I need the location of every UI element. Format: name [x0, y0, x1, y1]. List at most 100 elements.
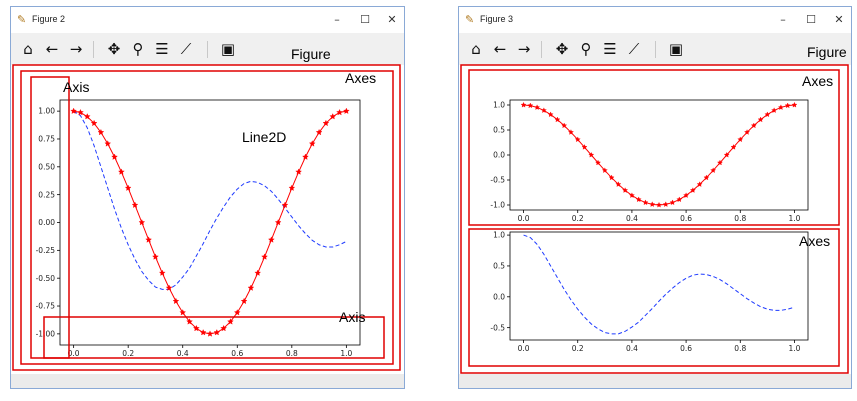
red-star-marker [145, 236, 152, 243]
status-bar [459, 374, 851, 388]
back-arrow-icon[interactable]: ← [45, 40, 59, 58]
edit-axes-icon[interactable]: ⟋ [628, 40, 640, 58]
y-tick-label: 0.25 [38, 190, 55, 199]
figure-label: Figure [807, 44, 847, 60]
red-star-marker [601, 167, 608, 173]
x-tick-label: 0.8 [734, 214, 746, 223]
axes-top-annotation-box [468, 69, 840, 226]
minimize-button[interactable]: – [334, 13, 340, 26]
red-star-marker [83, 113, 91, 120]
axes-annotation-box [20, 70, 394, 365]
red-star-marker [302, 153, 309, 160]
y-tick-label: 1.0 [493, 231, 505, 240]
zoom-icon[interactable]: ⚲ [132, 40, 144, 58]
close-button[interactable]: ✕ [834, 13, 844, 26]
red-star-marker [179, 309, 187, 316]
red-star-marker [193, 324, 200, 332]
y-tick-label: 0.75 [38, 135, 55, 144]
red-star-marker [329, 113, 337, 120]
x-tick-label: 0.6 [680, 344, 692, 353]
red-star-marker [172, 297, 180, 305]
red-star-marker [628, 192, 635, 198]
red-star-marker [268, 236, 275, 243]
red-star-marker [124, 184, 132, 191]
close-button[interactable]: ✕ [387, 13, 397, 26]
x-tick-label: 0.2 [572, 214, 584, 223]
line2d-label: Line2D [242, 129, 287, 145]
home-icon[interactable]: ⌂ [23, 40, 33, 58]
forward-arrow-icon[interactable]: → [69, 40, 83, 58]
red-star-marker [642, 199, 649, 206]
save-icon[interactable]: ▣ [220, 40, 236, 58]
y-tick-label: 0.0 [493, 151, 505, 160]
toolbar-separator [655, 41, 656, 58]
x-tick-label: 0.2 [122, 349, 134, 358]
pan-icon[interactable]: ✥ [555, 40, 569, 58]
navigation-toolbar: ⌂ ← → ✥ ⚲ ☰ ⟋ ▣ [11, 33, 404, 65]
y-tick-label: -1.00 [36, 329, 56, 338]
red-star-marker [669, 199, 676, 206]
x-tick-label: 1.0 [788, 344, 800, 353]
axes-frame [509, 99, 809, 211]
y-tick-label: 0.00 [38, 218, 55, 227]
home-icon[interactable]: ⌂ [471, 40, 481, 58]
edit-axes-icon[interactable]: ⟋ [180, 40, 192, 58]
subplots-config-icon[interactable]: ☰ [155, 40, 169, 58]
red-star-marker [581, 144, 588, 150]
x-axis-label: Axis [339, 309, 366, 325]
red-star-marker [635, 196, 642, 203]
red-star-marker [158, 269, 166, 276]
red-star-marker [131, 201, 139, 208]
save-icon[interactable]: ▣ [668, 40, 684, 58]
red-star-marker [723, 151, 730, 158]
back-arrow-icon[interactable]: ← [493, 40, 507, 58]
x-tick-label: 0.0 [518, 214, 530, 223]
red-star-marker [784, 102, 791, 109]
red-star-marker [281, 201, 289, 208]
toolbar-separator [541, 41, 542, 58]
x-tick-label: 0.4 [626, 214, 638, 223]
forward-arrow-icon[interactable]: → [517, 40, 531, 58]
axes-label-top: Axes [802, 73, 834, 89]
red-star-marker [716, 159, 723, 166]
red-star-marker [233, 309, 241, 316]
subplots-config-icon[interactable]: ☰ [603, 40, 617, 58]
figure-label: Figure [291, 46, 331, 62]
x-tick-label: 0.8 [286, 349, 298, 358]
red-star-marker [206, 330, 214, 337]
maximize-button[interactable]: ☐ [806, 13, 816, 26]
red-star-marker [730, 144, 737, 150]
zoom-icon[interactable]: ⚲ [580, 40, 592, 58]
red-star-marker [295, 168, 302, 175]
red-star-marker [561, 122, 568, 129]
red-star-marker [777, 104, 784, 110]
red-star-marker [656, 201, 662, 208]
red-star-marker [737, 136, 744, 143]
figure-annotation-box [460, 64, 849, 374]
red-star-marker [615, 181, 622, 187]
red-star-marker [308, 140, 316, 147]
red-star-marker [547, 111, 554, 118]
pan-icon[interactable]: ✥ [107, 40, 121, 58]
title-bar[interactable]: ✎ Figure 3 – ☐ ✕ [459, 7, 851, 33]
maximize-button[interactable]: ☐ [360, 13, 370, 26]
red-star-marker [77, 108, 84, 116]
red-star-marker [220, 324, 227, 332]
red-star-marker [595, 159, 602, 166]
title-bar[interactable]: ✎ Figure 2 – ☐ ✕ [11, 7, 404, 33]
y-tick-label: -0.50 [36, 274, 56, 283]
y-axis-label: Axis [63, 79, 90, 95]
red-star-marker [588, 151, 595, 158]
red-star-marker [254, 269, 262, 276]
minimize-button[interactable]: – [780, 13, 786, 26]
red-star-marker [703, 174, 710, 181]
axes-bottom-annotation-box [468, 228, 840, 367]
red-star-marker [261, 253, 268, 260]
red-star-marker [534, 104, 541, 110]
red-star-marker [165, 284, 173, 291]
red-star-marker [608, 174, 615, 181]
y-tick-label: 0.0 [493, 292, 505, 301]
y-tick-label: -1.0 [490, 201, 505, 210]
